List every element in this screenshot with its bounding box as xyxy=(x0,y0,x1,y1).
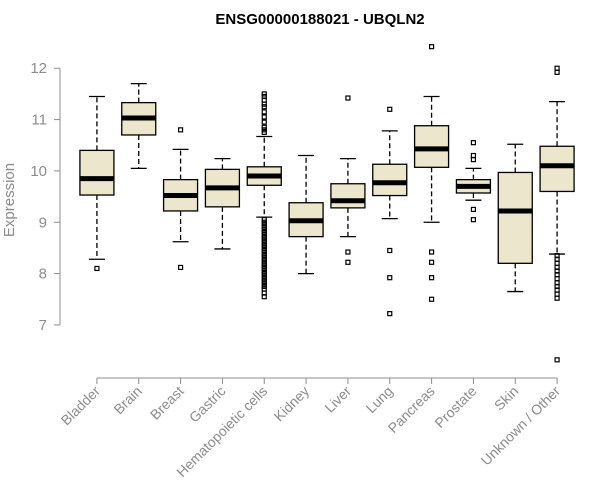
outlier-point xyxy=(387,275,393,281)
outlier-point xyxy=(554,357,560,363)
y-tick-label: 8 xyxy=(39,266,47,283)
outlier-point xyxy=(261,119,267,125)
outlier-point xyxy=(428,296,435,302)
x-tick-label: Breast xyxy=(147,383,187,423)
x-tick-label: Bladder xyxy=(58,383,104,429)
box-group xyxy=(413,44,450,302)
outlier-point xyxy=(387,311,393,317)
outlier-point xyxy=(470,217,477,223)
outlier-point xyxy=(470,206,477,213)
x-tick-label: Brain xyxy=(110,383,144,417)
outlier-point xyxy=(428,44,435,50)
outlier-point xyxy=(554,276,560,282)
box-group xyxy=(204,157,241,250)
outlier-point xyxy=(261,129,267,136)
outlier-point xyxy=(428,259,435,265)
outlier-point xyxy=(387,247,393,254)
iqr-box xyxy=(497,171,533,264)
y-tick-label: 9 xyxy=(39,214,47,231)
box-group xyxy=(330,95,366,265)
iqr-box xyxy=(330,183,366,209)
outlier-point xyxy=(261,109,267,115)
y-tick-label: 7 xyxy=(39,317,47,334)
y-tick-label: 12 xyxy=(30,60,47,77)
x-tick-label: Skin xyxy=(491,383,522,414)
x-tick-label: Kidney xyxy=(271,383,313,425)
outlier-point xyxy=(554,295,560,301)
outlier-point xyxy=(177,127,184,133)
box-group xyxy=(497,143,533,293)
outlier-point xyxy=(261,114,267,120)
outlier-point xyxy=(428,249,435,255)
outlier-point xyxy=(261,294,267,300)
x-tick-label: Unknown / Other xyxy=(478,383,564,469)
box-group xyxy=(288,154,324,275)
outlier-point xyxy=(470,140,477,146)
outlier-point xyxy=(345,249,351,255)
outlier-point xyxy=(177,264,184,271)
outlier-point xyxy=(554,291,560,297)
boxes-layer xyxy=(79,44,575,363)
outlier-point xyxy=(345,259,351,265)
x-tick-label: Prostate xyxy=(431,383,479,431)
box-group xyxy=(372,106,408,317)
outlier-point xyxy=(470,152,477,159)
iqr-box xyxy=(539,145,575,193)
x-tick-label: Pancreas xyxy=(385,383,438,436)
y-tick-label: 11 xyxy=(31,112,47,129)
outlier-point xyxy=(554,260,560,266)
box-group xyxy=(539,65,575,363)
box-group xyxy=(79,95,115,272)
box-group xyxy=(162,127,199,271)
box-group xyxy=(121,82,157,169)
outlier-point xyxy=(554,65,560,71)
box-group xyxy=(455,140,492,223)
outlier-point xyxy=(261,97,267,103)
x-tick-label: Liver xyxy=(321,383,354,416)
box-group xyxy=(246,91,282,300)
outlier-point xyxy=(554,69,560,75)
outlier-point xyxy=(387,106,393,112)
iqr-box xyxy=(79,149,115,196)
x-tick-label: Lung xyxy=(363,383,396,416)
outlier-point xyxy=(428,275,435,281)
iqr-box xyxy=(372,163,408,197)
outlier-point xyxy=(345,95,351,101)
chart-title: ENSG00000188021 - UBQLN2 xyxy=(215,11,424,28)
outlier-point xyxy=(94,265,100,272)
outlier-point xyxy=(470,157,477,163)
y-axis-label: Expression xyxy=(1,163,18,237)
y-axis: 7 8 9 10 11 12 xyxy=(30,60,61,334)
outlier-point xyxy=(261,104,267,110)
y-tick-label: 10 xyxy=(30,163,47,180)
